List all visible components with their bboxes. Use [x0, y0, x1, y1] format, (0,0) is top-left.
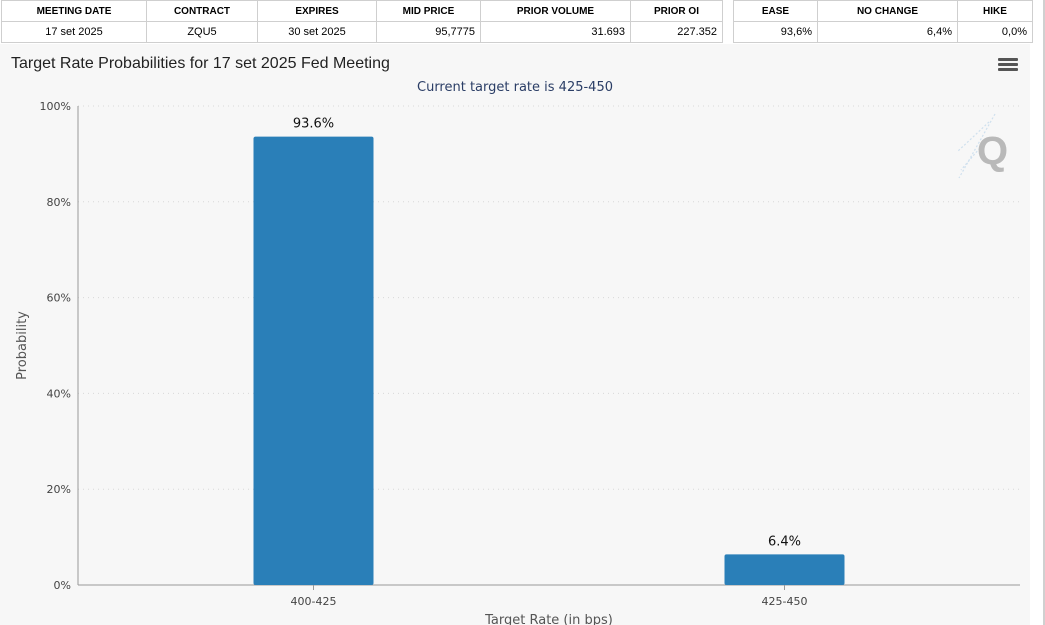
y-tick-label: 40%: [47, 387, 71, 400]
probability-summary-table: EASE NO CHANGE HIKE 93,6% 6,4% 0,0%: [733, 0, 1033, 43]
cell-prior-volume: 31.693: [480, 21, 631, 43]
hamburger-menu-icon[interactable]: [998, 58, 1018, 76]
header-hike: HIKE: [957, 0, 1033, 22]
y-tick-label: 100%: [40, 100, 71, 113]
x-tick-label: 425-450: [762, 595, 808, 608]
chart-panel: 0% 20% 40% 60% 80% 100% 93.6% 400-425 6.4% 425-45…: [0, 44, 1030, 625]
y-axis-title: Probability: [15, 311, 30, 380]
y-tick-label: 80%: [47, 196, 71, 209]
cell-hike: 0,0%: [957, 21, 1033, 43]
y-tick-label: 20%: [47, 483, 71, 496]
contract-data-row: 17 set 2025 ZQU5 30 set 2025 95,7775 31.…: [1, 21, 723, 43]
chart-subtitle: Current target rate is 425-450: [417, 80, 613, 95]
header-prior-volume: PRIOR VOLUME: [480, 0, 631, 22]
bar-425-450: [724, 554, 845, 585]
q-logo-icon: Q: [956, 113, 1008, 179]
cell-ease: 93,6%: [733, 21, 818, 43]
y-tick-label: 60%: [47, 292, 71, 305]
header-prior-oi: PRIOR OI: [630, 0, 723, 22]
cell-mid-price: 95,7775: [376, 21, 481, 43]
x-axis-title: Target Rate (in bps): [484, 613, 613, 625]
header-contract: CONTRACT: [146, 0, 258, 22]
probability-chart: 0% 20% 40% 60% 80% 100% 93.6% 400-425 6.4% 425-45…: [15, 100, 1020, 625]
cell-meeting-date: 17 set 2025: [1, 21, 147, 43]
cell-contract: ZQU5: [146, 21, 258, 43]
header-expires: EXPIRES: [257, 0, 377, 22]
contract-info-table: MEETING DATE CONTRACT EXPIRES MID PRICE …: [1, 0, 723, 43]
cell-no-change: 6,4%: [817, 21, 958, 43]
header-meeting-date: MEETING DATE: [1, 0, 147, 22]
summary-data-row: 93,6% 6,4% 0,0%: [733, 21, 1033, 43]
bar-data-label: 6.4%: [768, 534, 801, 549]
x-tick-label: 400-425: [291, 595, 337, 608]
header-no-change: NO CHANGE: [817, 0, 958, 22]
header-mid-price: MID PRICE: [376, 0, 481, 22]
bar-400-425: [253, 136, 374, 585]
contract-header-row: MEETING DATE CONTRACT EXPIRES MID PRICE …: [1, 0, 723, 22]
cell-prior-oi: 227.352: [630, 21, 723, 43]
bar-data-label: 93.6%: [293, 117, 334, 132]
svg-text:Q: Q: [977, 129, 1008, 173]
summary-header-row: EASE NO CHANGE HIKE: [733, 0, 1033, 22]
y-tick-label: 0%: [54, 579, 71, 592]
window-edge: [1043, 0, 1045, 625]
chart-title: Target Rate Probabilities for 17 set 202…: [11, 55, 390, 72]
cell-expires: 30 set 2025: [257, 21, 377, 43]
header-ease: EASE: [733, 0, 818, 22]
